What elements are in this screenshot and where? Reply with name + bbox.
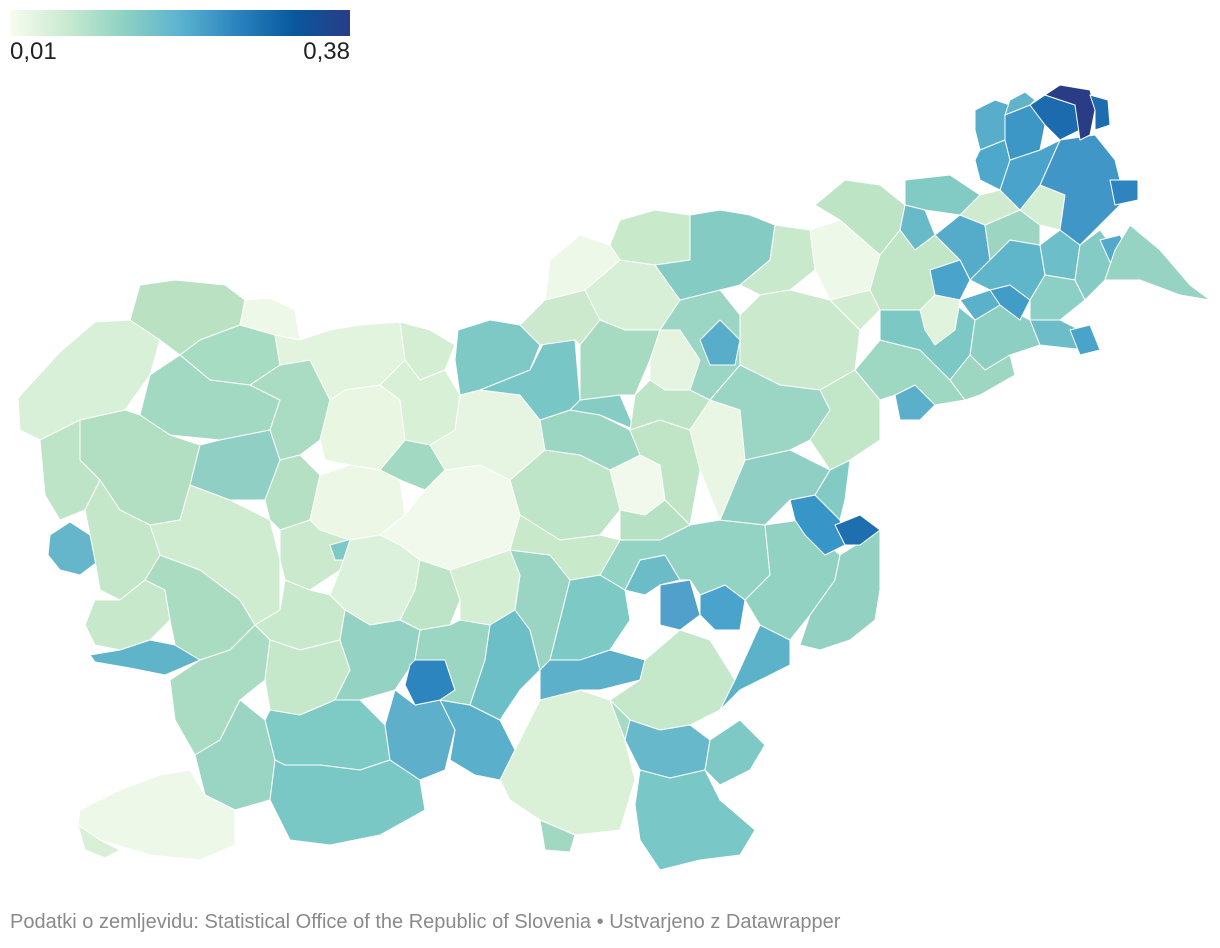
municipality-region[interactable]: [949, 354, 1016, 401]
municipality-region[interactable]: [1089, 94, 1111, 131]
municipality-region[interactable]: [77, 824, 121, 859]
municipality-region[interactable]: [624, 719, 711, 779]
municipality-region[interactable]: [1044, 84, 1096, 141]
municipality-region[interactable]: [834, 514, 881, 546]
municipality-region[interactable]: [1104, 224, 1211, 301]
legend-gradient-bar: [10, 10, 350, 36]
legend-min-label: 0,01: [10, 38, 57, 65]
municipality-region[interactable]: [84, 579, 171, 651]
municipality-region[interactable]: [739, 224, 816, 296]
color-legend: 0,01 0,38: [10, 10, 350, 66]
municipality-region[interactable]: [799, 529, 881, 651]
legend-max-label: 0,38: [303, 38, 350, 65]
municipality-region[interactable]: [919, 294, 961, 346]
municipality-region[interactable]: [659, 579, 701, 631]
credit-text: Ustvarjeno z Datawrapper: [609, 911, 841, 933]
municipality-region[interactable]: [1039, 134, 1126, 246]
municipality-region[interactable]: [609, 209, 691, 266]
municipality-region[interactable]: [1109, 179, 1139, 206]
municipality-region[interactable]: [959, 189, 1021, 226]
municipality-region[interactable]: [699, 319, 741, 366]
municipality-region[interactable]: [499, 689, 636, 836]
source-text: Podatki o zemljevidu: Statistical Office…: [10, 911, 592, 933]
slovenia-choropleth-map: [17, 84, 1211, 871]
municipality-region[interactable]: [509, 514, 621, 581]
municipality-region[interactable]: [704, 719, 766, 786]
municipality-region[interactable]: [1004, 91, 1036, 116]
municipality-region[interactable]: [539, 819, 576, 853]
footer-separator: •: [596, 911, 604, 933]
municipality-region[interactable]: [47, 521, 101, 576]
municipality-region[interactable]: [479, 339, 581, 421]
source-footer: Podatki o zemljevidu: Statistical Office…: [10, 911, 840, 934]
municipality-region[interactable]: [929, 259, 971, 301]
municipality-region[interactable]: [634, 769, 756, 871]
municipality-region[interactable]: [269, 759, 426, 846]
municipality-region[interactable]: [719, 624, 791, 711]
municipality-region[interactable]: [189, 429, 281, 501]
municipality-region[interactable]: [1069, 324, 1101, 356]
